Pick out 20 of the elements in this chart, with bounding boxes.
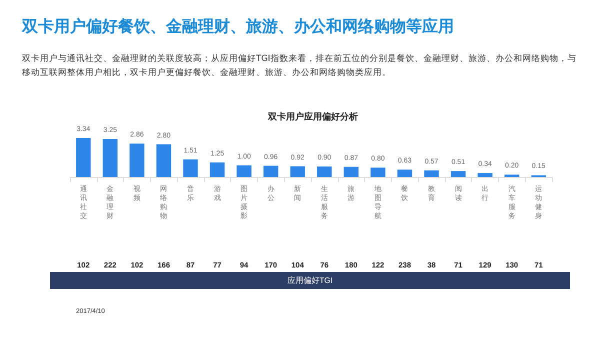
bar (290, 166, 305, 177)
bar (236, 165, 252, 177)
bar (102, 139, 118, 177)
bar (76, 138, 91, 177)
bar (397, 170, 412, 177)
bar (156, 144, 172, 177)
bar (130, 144, 144, 177)
text: 双卡用户应用偏好分析 (267, 112, 358, 122)
bar (450, 171, 466, 177)
chart-title: 双卡用户偏好餐饮、金融理财、旅游、办公和网络购物等应用 (21, 16, 454, 36)
bar (210, 162, 225, 177)
bar (478, 173, 492, 177)
bar (183, 159, 198, 177)
bar (424, 170, 439, 177)
text: 应用偏好TGI (287, 276, 333, 285)
chart-subtitle: 双卡用户与通讯社交、金融理财的关联度较高；从应用偏好TGI指数来看，排在前五位的分别是餐饮、金融理财、旅游、办公和网络购物，与移动互联网整体用户相比，双卡用户更偏好餐饮、金融理财、旅游、办公和网络购物类应用。 (22, 53, 576, 78)
bar (317, 166, 332, 177)
bar (263, 166, 278, 177)
bar (370, 168, 386, 177)
bar (344, 166, 359, 177)
